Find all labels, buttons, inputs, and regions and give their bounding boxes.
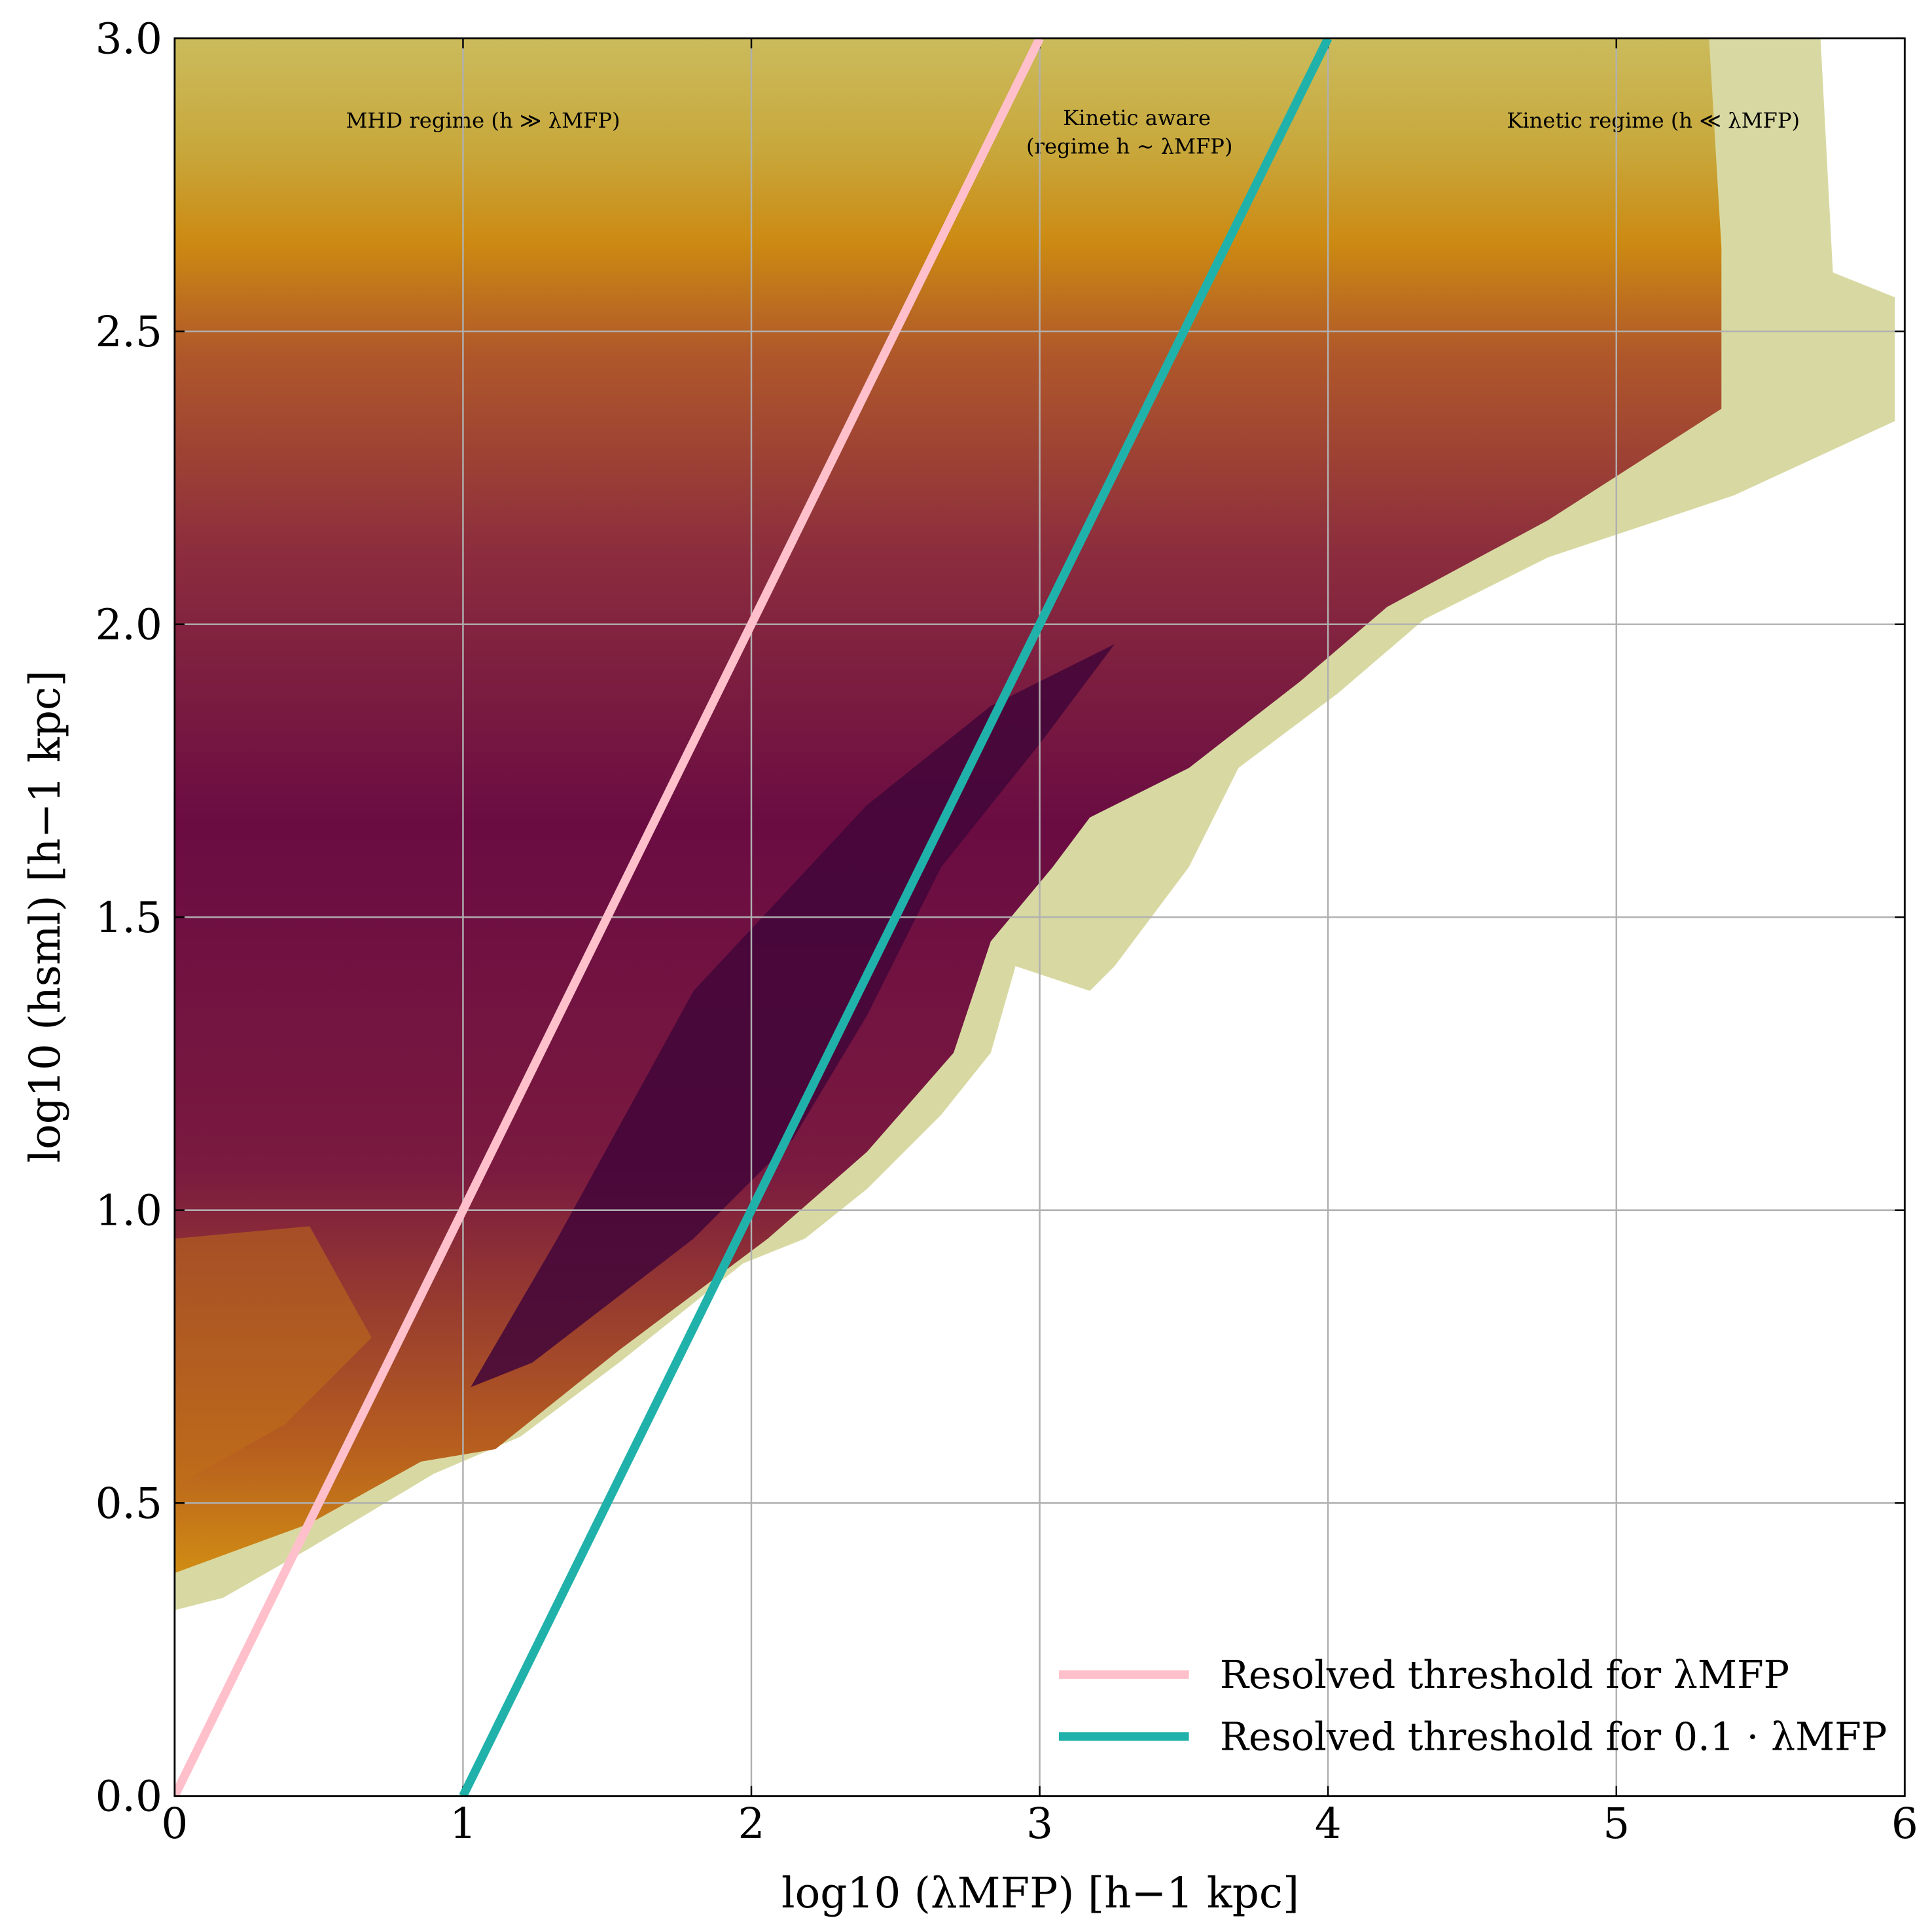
- x-tick-label: 0: [161, 1799, 188, 1849]
- y-tick-label: 1.5: [96, 893, 162, 943]
- annotation: Kinetic aware: [1063, 105, 1211, 130]
- y-tick-label: 2.5: [96, 308, 162, 357]
- lines: [174, 38, 1333, 1796]
- x-tick-label: 3: [1026, 1799, 1053, 1849]
- y-tick-label: 3.0: [96, 14, 162, 63]
- series-line: [174, 38, 1044, 1796]
- y-tick-label: 1.0: [96, 1186, 162, 1235]
- density-core: [471, 643, 1115, 1388]
- x-tick-label: 2: [738, 1799, 765, 1849]
- y-tick-label: 2.0: [96, 600, 162, 649]
- x-tick-label: 1: [450, 1799, 476, 1849]
- plot-frame: [173, 37, 1906, 1797]
- legend-label: Resolved threshold for λMFP: [1220, 1653, 1789, 1697]
- annotation: Kinetic regime (h ≪ λMFP): [1507, 108, 1800, 133]
- y-tick-label: 0.5: [96, 1479, 162, 1528]
- x-axis-label: log10 (λMFP) [h−1 kpc]: [781, 1869, 1299, 1918]
- series-line: [459, 38, 1333, 1796]
- y-tick-label: 0.0: [96, 1772, 162, 1821]
- x-tick-label: 5: [1603, 1799, 1630, 1849]
- y-axis-label: log10 (hsml) [h−1 kpc]: [21, 670, 70, 1163]
- annotation: MHD regime (h ≫ λMFP): [346, 108, 620, 133]
- x-tick-label: 6: [1891, 1799, 1918, 1849]
- x-tick-label: 4: [1315, 1799, 1342, 1849]
- annotation: (regime h ∼ λMFP): [1026, 134, 1232, 159]
- density-streak: [174, 1226, 372, 1487]
- density-map: [174, 38, 1895, 1610]
- legend-label: Resolved threshold for 0.1 · λMFP: [1220, 1715, 1887, 1760]
